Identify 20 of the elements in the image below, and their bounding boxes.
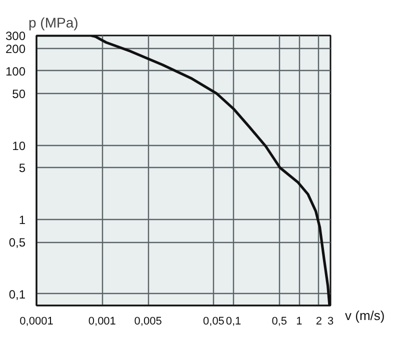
x-tick-label: 0,05: [203, 316, 224, 328]
y-tick-label: 50: [12, 86, 26, 101]
y-tick-label: 0,5: [8, 236, 26, 250]
x-tick-label: 1: [296, 316, 302, 328]
x-tick-label: 3: [327, 316, 334, 328]
x-tick-label: 0,1: [226, 316, 242, 328]
x-tick-label: 0,001: [88, 316, 116, 328]
x-tick-label: 0,0001: [20, 316, 54, 328]
y-tick-label: 200: [5, 42, 26, 56]
y-tick-label: 1: [18, 213, 26, 228]
x-axis-title: v (m/s): [345, 307, 385, 325]
x-tick-label: 0,5: [272, 316, 288, 328]
y-tick-label: 10: [12, 138, 26, 153]
y-tick-label: 300: [5, 29, 26, 43]
y-tick-label: 0,1: [8, 287, 26, 302]
x-tick-label: 2: [316, 316, 322, 328]
x-tick-label: 0,005: [134, 316, 162, 328]
y-axis-title: p (MPa): [28, 14, 78, 30]
y-tick-label: 100: [5, 64, 26, 78]
y-tick-label: 5: [18, 161, 26, 176]
